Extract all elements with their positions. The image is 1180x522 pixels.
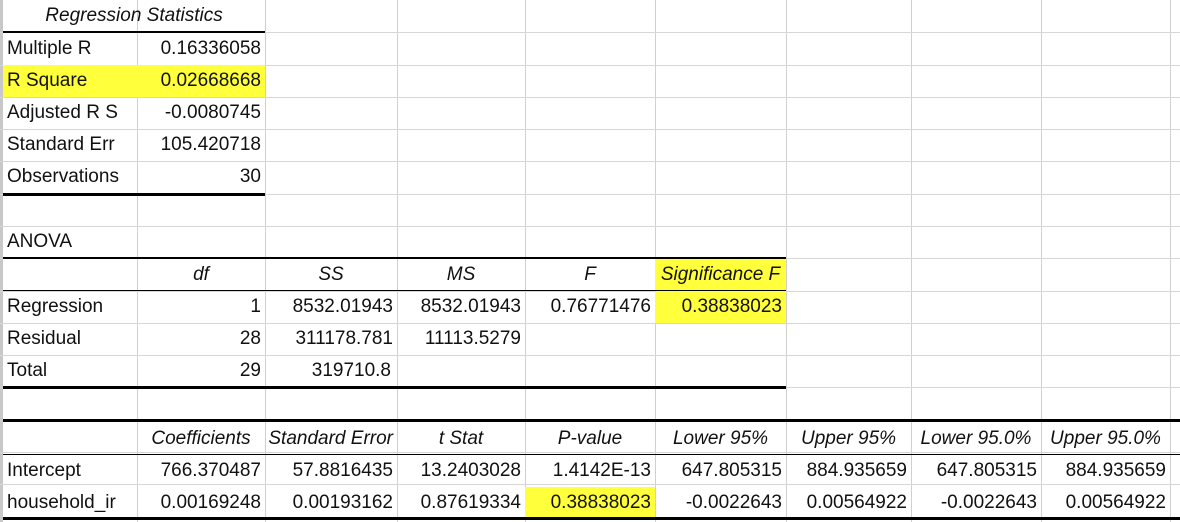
stat-label-observations[interactable]: Observations	[7, 166, 119, 187]
stat-label-multiple-r[interactable]: Multiple R	[7, 38, 92, 59]
coef-intercept-t-stat[interactable]: 13.2403028	[420, 460, 521, 481]
coef-header-lower-95-0[interactable]: Lower 95.0%	[920, 428, 1032, 449]
anova-title[interactable]: ANOVA	[7, 231, 73, 252]
border	[3, 257, 786, 259]
coef-header-p-value[interactable]: P-value	[557, 428, 623, 449]
gridline	[0, 226, 1180, 227]
regression-statistics-title[interactable]: Regression Statistics	[45, 5, 223, 26]
gridline	[0, 484, 1180, 485]
border	[3, 419, 1180, 422]
sheet-left-edge	[0, 0, 3, 522]
stat-value-standard-error[interactable]: 105.420718	[160, 134, 261, 155]
anova-regression-ms[interactable]: 8532.01943	[420, 296, 521, 317]
gridline	[911, 0, 912, 522]
anova-residual-df[interactable]: 28	[239, 328, 261, 349]
anova-regression-ss[interactable]: 8532.01943	[292, 296, 393, 317]
border	[3, 454, 1180, 455]
coef-header-upper-95-0[interactable]: Upper 95.0%	[1050, 428, 1161, 449]
coef-intercept-p-value[interactable]: 1.4142E-13	[552, 460, 651, 481]
anova-header-significance-f[interactable]: Significance F	[655, 259, 786, 291]
coef-header-t-stat[interactable]: t Stat	[438, 428, 484, 449]
coef-header-upper-95[interactable]: Upper 95%	[800, 428, 897, 449]
coef-household-standard-error[interactable]: 0.00193162	[292, 492, 393, 513]
stat-value-observations[interactable]: 30	[239, 166, 261, 187]
border	[3, 31, 265, 33]
coef-header-coefficients[interactable]: Coefficients	[151, 428, 251, 449]
coef-header-standard-error[interactable]: Standard Error	[268, 428, 393, 449]
coef-household-coefficient[interactable]: 0.00169248	[160, 492, 261, 513]
border	[3, 290, 786, 291]
gridline	[265, 0, 266, 522]
gridline	[0, 291, 1180, 292]
anova-header-df[interactable]: df	[193, 264, 209, 285]
coef-household-upper-95-0[interactable]: 0.00564922	[1065, 492, 1166, 513]
stat-value-multiple-r[interactable]: 0.16336058	[160, 38, 261, 59]
coef-household-lower-95[interactable]: -0.0022643	[685, 492, 782, 513]
coef-row-label-intercept[interactable]: Intercept	[7, 460, 81, 481]
stat-value-r-square[interactable]: 0.02668668	[137, 65, 265, 97]
gridline	[0, 323, 1180, 324]
border	[3, 517, 1180, 520]
anova-row-label-regression[interactable]: Regression	[7, 296, 104, 317]
gridline	[0, 129, 1180, 130]
gridline	[0, 194, 1180, 195]
anova-regression-f[interactable]: 0.76771476	[550, 296, 651, 317]
anova-total-df[interactable]: 29	[239, 360, 261, 381]
stat-label-standard-error[interactable]: Standard Err	[7, 134, 115, 155]
border	[3, 193, 265, 196]
anova-header-ss[interactable]: SS	[318, 264, 344, 285]
gridline	[0, 97, 1180, 98]
coef-household-p-value[interactable]: 0.38838023	[525, 487, 655, 519]
coef-intercept-lower-95-0[interactable]: 647.805315	[936, 460, 1037, 481]
stat-label-adjusted-r-square[interactable]: Adjusted R S	[7, 102, 118, 123]
gridline	[0, 161, 1180, 162]
coef-intercept-lower-95[interactable]: 647.805315	[681, 460, 782, 481]
coef-intercept-coefficient[interactable]: 766.370487	[160, 460, 261, 481]
anova-residual-ss[interactable]: 311178.781	[295, 328, 393, 349]
coef-header-lower-95[interactable]: Lower 95%	[672, 428, 769, 449]
gridline	[525, 0, 526, 522]
coef-intercept-upper-95[interactable]: 884.935659	[806, 460, 907, 481]
stat-value-adjusted-r-square[interactable]: -0.0080745	[164, 102, 261, 123]
gridline	[0, 32, 1180, 33]
anova-regression-df[interactable]: 1	[250, 296, 261, 317]
border	[3, 386, 786, 389]
anova-residual-ms[interactable]: 11113.5279	[424, 328, 521, 349]
coef-household-t-stat[interactable]: 0.87619334	[420, 492, 521, 513]
gridline	[397, 0, 398, 522]
anova-header-f[interactable]: F	[584, 264, 596, 285]
gridline	[0, 452, 1180, 453]
gridline	[0, 355, 1180, 356]
coef-intercept-upper-95-0[interactable]: 884.935659	[1065, 460, 1166, 481]
gridline	[1041, 0, 1042, 522]
coef-row-label-household-income[interactable]: household_ir	[7, 492, 116, 513]
anova-header-ms[interactable]: MS	[446, 264, 476, 285]
coef-intercept-standard-error[interactable]: 57.8816435	[292, 460, 393, 481]
gridline	[786, 0, 787, 522]
gridline	[137, 0, 138, 522]
stat-label-r-square[interactable]: R Square	[3, 65, 137, 97]
anova-regression-significance-f[interactable]: 0.38838023	[655, 291, 786, 323]
gridline	[1170, 0, 1171, 522]
anova-row-label-residual[interactable]: Residual	[7, 328, 81, 349]
coef-household-lower-95-0[interactable]: -0.0022643	[940, 492, 1037, 513]
anova-row-label-total[interactable]: Total	[7, 360, 48, 381]
gridline	[0, 65, 1180, 66]
coef-household-upper-95[interactable]: 0.00564922	[806, 492, 907, 513]
anova-total-ss[interactable]: 319710.8	[311, 360, 391, 381]
